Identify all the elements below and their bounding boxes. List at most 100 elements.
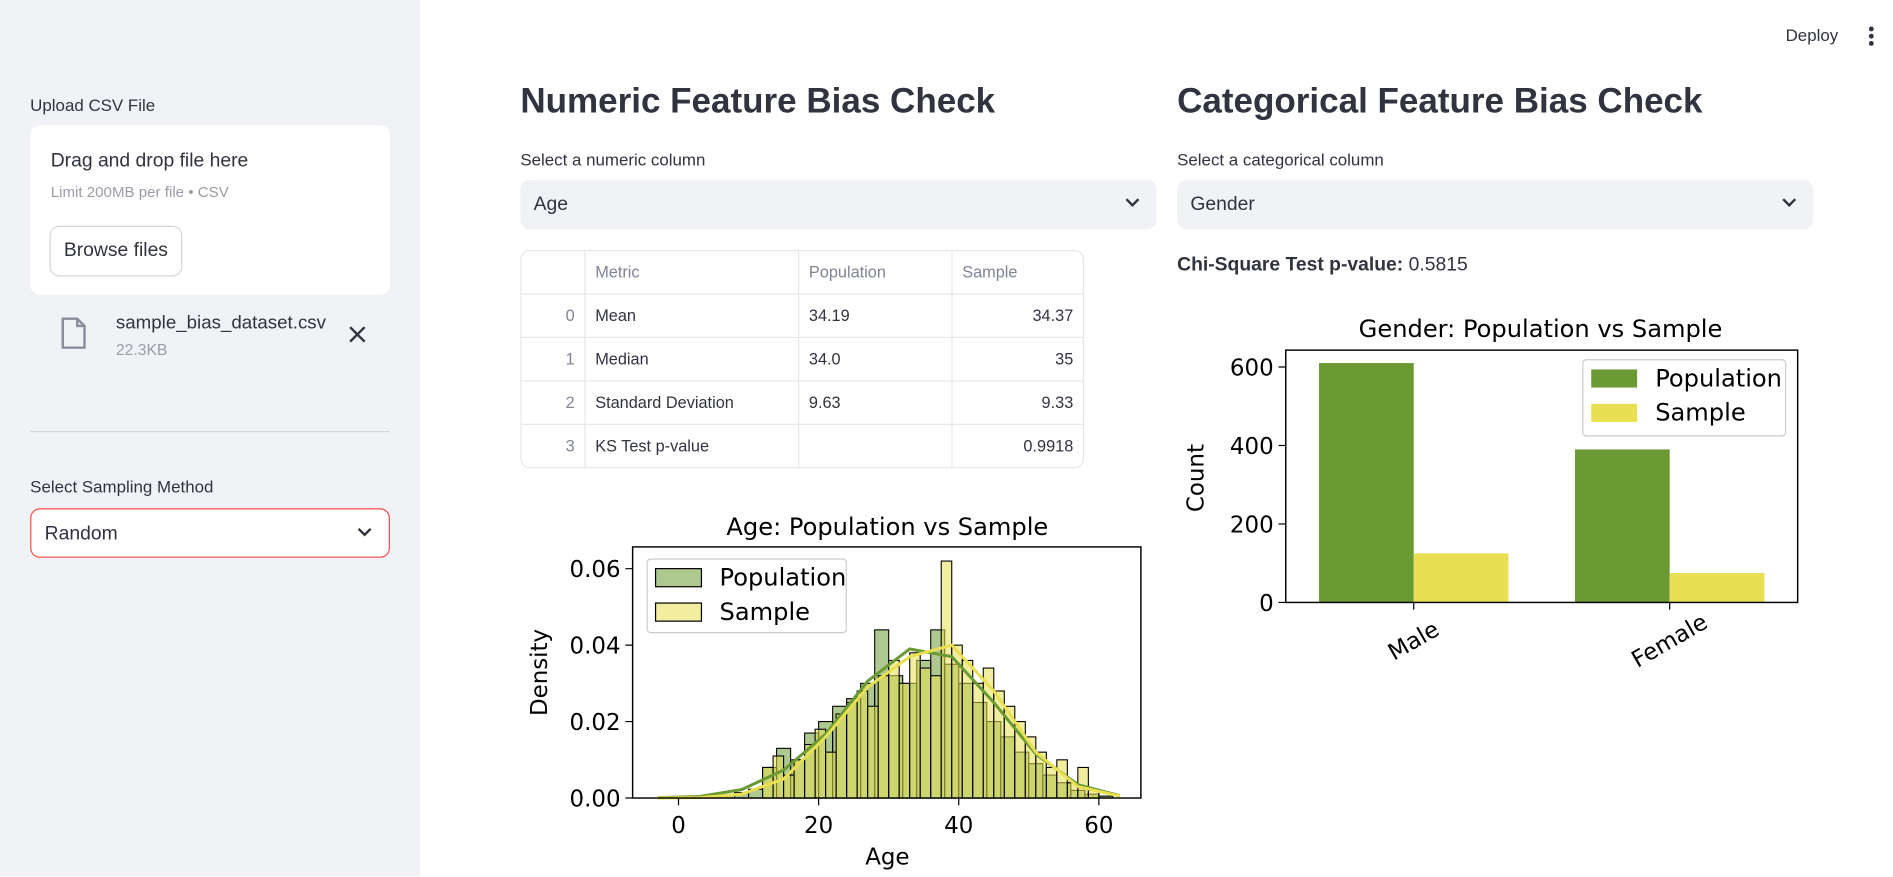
histogram-bar (835, 713, 848, 799)
histogram-bar (772, 755, 785, 799)
upload-label: Upload CSV File (30, 95, 156, 115)
sampling-label: Select Sampling Method (30, 476, 214, 497)
header-row: Metric Population Sample (521, 251, 1083, 295)
numeric-select-value: Age (533, 194, 568, 215)
y-axis-label: Count (1184, 444, 1210, 512)
table-row: 0 Mean 34.19 34.37 (521, 293, 1083, 339)
table-cell: 0.9918 (951, 423, 1083, 468)
legend-swatch (1591, 369, 1638, 388)
table-cell: 9.33 (951, 380, 1083, 425)
dropzone-hint: Limit 200MB per file • CSV (50, 183, 229, 201)
table-cell: 35 (951, 336, 1083, 382)
legend-label: Sample (720, 598, 810, 626)
categorical-select[interactable]: Gender (1177, 179, 1814, 230)
chi-square-label: Chi-Square Test p-value: (1177, 254, 1404, 276)
sampling-select[interactable]: Random (30, 508, 390, 558)
column-header: Sample (951, 251, 1083, 295)
table-row: 1 Median 34.0 35 (521, 336, 1083, 382)
x-tick-label: 60 (1084, 813, 1113, 839)
bar (1413, 553, 1509, 603)
table-cell: 34.0 (798, 336, 953, 382)
divider (30, 431, 390, 433)
chevron (1125, 198, 1140, 207)
bar (1669, 573, 1765, 603)
column-header: Metric (584, 251, 800, 295)
row-index: 1 (521, 336, 586, 382)
legend-swatch (654, 568, 703, 588)
file-size: 22.3KB (115, 340, 168, 359)
table-cell: Standard Deviation (584, 380, 800, 425)
y-tick-label: 0.04 (570, 634, 621, 660)
row-index: 0 (521, 293, 586, 339)
y-tick-label: 0.06 (570, 557, 621, 583)
histogram-chart: Age: Population vs Sample Age Density 0.00 0… (527, 513, 1142, 870)
deploy-button[interactable]: Deploy (1785, 25, 1839, 45)
histogram-bar (1056, 759, 1068, 799)
table-cell: KS Test p-value (584, 423, 800, 468)
table-row: 3 KS Test p-value 0.9918 (521, 423, 1083, 468)
y-axis-label: Density (527, 629, 553, 716)
dropzone-title: Drag and drop file here (50, 150, 249, 172)
numeric-select[interactable]: Age (520, 179, 1157, 230)
stats-table: Metric Population Sample 0 Mean 34.19 34.37 1 M… (521, 251, 1083, 468)
histogram-bar (940, 560, 953, 799)
dropzone[interactable]: Drag and drop file here Limit 200MB per … (30, 125, 390, 295)
menu-icon[interactable] (1866, 25, 1876, 47)
table-cell (798, 423, 953, 468)
bar (1574, 449, 1670, 603)
chart-title: Age: Population vs Sample (726, 513, 1048, 541)
legend-label: Sample (1655, 399, 1745, 427)
histogram-bar (888, 659, 900, 799)
legend-label: Population (720, 564, 847, 592)
chi-square-result: Chi-Square Test p-value: 0.5815 (1177, 255, 1468, 277)
chi-square-value: 0.5815 (1408, 254, 1468, 276)
row-index: 2 (521, 380, 586, 425)
histogram-bar (846, 701, 858, 799)
file-name: sample_bias_dataset.csv (115, 312, 327, 334)
y-tick-label: 0.00 (570, 786, 621, 812)
stats-table-wrap: Metric Population Sample 0 Mean 34.19 34.37 1 M… (520, 249, 1085, 469)
categorical-select-value: Gender (1190, 194, 1255, 215)
histogram-bar (919, 667, 932, 799)
legend-swatch (654, 602, 703, 622)
table-row: 2 Standard Deviation 9.63 9.33 (521, 380, 1083, 425)
histogram-bar (972, 682, 984, 799)
x-axis-label: Age (865, 844, 909, 870)
plot-frame (631, 546, 1142, 799)
histogram-bar (856, 690, 869, 799)
table-cell: Median (584, 336, 800, 382)
y-tick-label: 0.02 (570, 710, 621, 736)
table-cell: 9.63 (798, 380, 953, 425)
x-tick-label: Male (1384, 616, 1444, 666)
histogram-bar (1045, 766, 1058, 799)
numeric-title: Numeric Feature Bias Check (520, 82, 996, 121)
bar (1319, 363, 1414, 603)
histogram-bar (930, 675, 942, 799)
numeric-select-label: Select a numeric column (520, 149, 706, 170)
chart-title: Gender: Population vs Sample (1359, 315, 1723, 343)
sampling-value: Random (44, 523, 118, 545)
legend-swatch (1591, 403, 1638, 422)
x-tick-label: Female (1627, 609, 1712, 673)
remove-file[interactable] (348, 325, 367, 344)
legend-label: Population (1655, 364, 1782, 392)
histogram-bar (825, 751, 837, 799)
table-cell: Mean (584, 293, 800, 339)
histogram-bar (909, 652, 921, 799)
histogram-bar (867, 705, 879, 799)
table-cell: 34.37 (951, 293, 1083, 339)
table-cell: 34.19 (798, 293, 953, 339)
categorical-select-label: Select a categorical column (1177, 149, 1384, 170)
categorical-title: Categorical Feature Bias Check (1177, 82, 1703, 121)
histogram-bar (898, 682, 911, 799)
y-tick-label: 400 (1230, 434, 1274, 460)
y-tick-label: 600 (1230, 355, 1274, 381)
browse-button[interactable]: Browse files (49, 225, 183, 277)
plot-frame (1285, 349, 1799, 604)
row-index: 3 (521, 423, 586, 468)
y-tick-label: 0 (1259, 591, 1274, 617)
histogram-bar (1077, 766, 1089, 799)
y-tick-label: 200 (1230, 512, 1274, 538)
